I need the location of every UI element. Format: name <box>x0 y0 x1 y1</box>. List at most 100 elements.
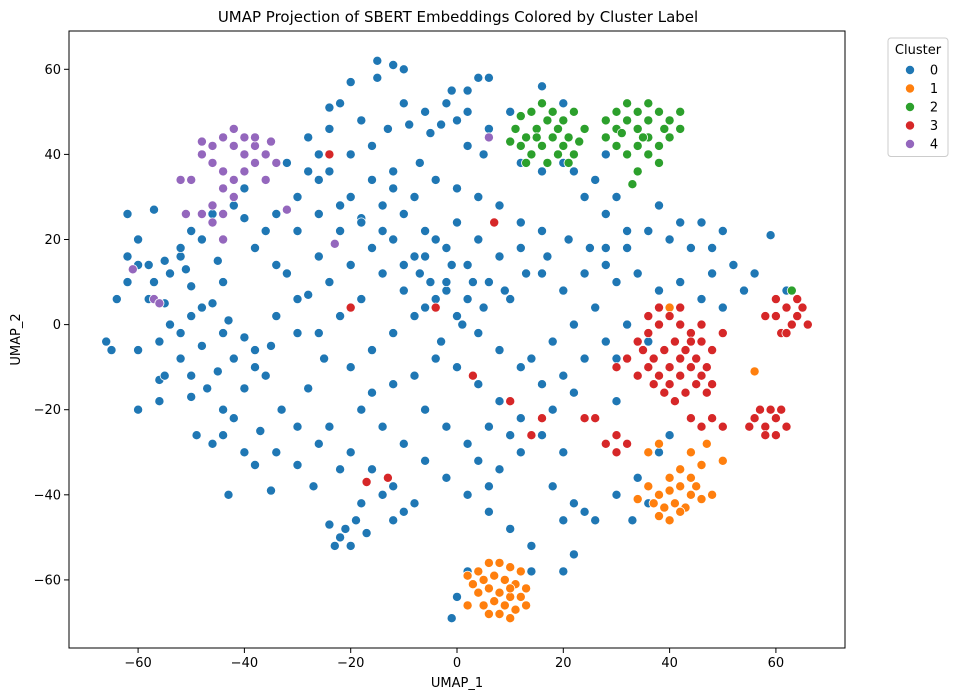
x-tick-label: 0 <box>453 656 461 671</box>
data-point <box>537 430 548 441</box>
data-point <box>622 115 633 126</box>
data-point <box>420 225 431 236</box>
data-point <box>164 268 175 279</box>
data-point <box>398 259 409 270</box>
y-axis-label: UMAP_2 <box>9 313 24 365</box>
data-point <box>755 404 766 415</box>
data-point <box>207 217 218 228</box>
data-point <box>675 481 686 492</box>
legend-title: Cluster <box>895 43 942 58</box>
data-point <box>212 366 223 377</box>
data-point <box>643 98 654 109</box>
data-point <box>483 277 494 288</box>
data-point <box>664 515 675 526</box>
data-point <box>664 234 675 245</box>
data-point <box>515 242 526 253</box>
data-point <box>414 157 425 168</box>
data-point <box>345 447 356 458</box>
data-point <box>159 255 170 266</box>
data-point <box>739 285 750 296</box>
data-point <box>398 208 409 219</box>
data-point <box>420 455 431 466</box>
data-point <box>638 132 649 143</box>
data-point <box>537 140 548 151</box>
data-point <box>377 421 388 432</box>
data-point <box>207 157 218 168</box>
data-point <box>398 285 409 296</box>
data-point <box>430 353 441 364</box>
data-point <box>350 515 361 526</box>
data-point <box>792 311 803 322</box>
data-point <box>473 328 484 339</box>
data-point <box>675 506 686 517</box>
data-point <box>218 404 229 415</box>
data-point <box>707 268 718 279</box>
data-point <box>483 481 494 492</box>
data-point <box>494 587 505 598</box>
data-point <box>590 515 601 526</box>
data-point <box>430 234 441 245</box>
data-point <box>462 259 473 270</box>
data-point <box>441 277 452 288</box>
data-point <box>664 379 675 390</box>
data-point <box>271 259 282 270</box>
data-point <box>749 268 760 279</box>
data-point <box>611 489 622 500</box>
data-point <box>515 413 526 424</box>
data-point <box>707 379 718 390</box>
data-point <box>483 609 494 620</box>
legend-label: 3 <box>930 119 938 134</box>
x-tick-label: 40 <box>661 656 678 671</box>
data-point <box>643 362 654 373</box>
data-point <box>409 311 420 322</box>
y-tick-label: 60 <box>44 63 61 78</box>
data-point <box>377 200 388 211</box>
data-point <box>611 191 622 202</box>
data-point <box>345 77 356 88</box>
data-point <box>547 481 558 492</box>
data-point <box>239 166 250 177</box>
data-point <box>489 217 500 228</box>
data-point <box>669 498 680 509</box>
data-point <box>515 566 526 577</box>
data-point <box>505 613 516 624</box>
data-point <box>388 379 399 390</box>
data-point <box>648 379 659 390</box>
data-point <box>356 217 367 228</box>
data-point <box>436 336 447 347</box>
data-point <box>499 285 510 296</box>
data-point <box>462 489 473 500</box>
data-point <box>345 362 356 373</box>
data-points-layer <box>101 55 813 624</box>
data-point <box>398 506 409 517</box>
data-point <box>510 604 521 615</box>
data-point <box>228 191 239 202</box>
data-point <box>611 362 622 373</box>
data-point <box>558 566 569 577</box>
data-point <box>473 566 484 577</box>
data-point <box>175 242 186 253</box>
data-point <box>579 268 590 279</box>
data-point <box>659 387 670 398</box>
data-point <box>473 379 484 390</box>
data-point <box>420 106 431 117</box>
data-point <box>388 166 399 177</box>
data-point <box>611 430 622 441</box>
data-point <box>159 370 170 381</box>
data-point <box>202 383 213 394</box>
data-point <box>547 106 558 117</box>
legend-label: 0 <box>930 64 938 79</box>
data-point <box>701 362 712 373</box>
data-point <box>398 98 409 109</box>
data-point <box>223 489 234 500</box>
data-point <box>133 345 144 356</box>
data-point <box>191 430 202 441</box>
data-point <box>335 200 346 211</box>
x-tick-label: 60 <box>768 656 785 671</box>
data-point <box>313 328 324 339</box>
data-point <box>249 242 260 253</box>
data-point <box>494 345 505 356</box>
data-point <box>436 119 447 130</box>
data-point <box>770 430 781 441</box>
data-point <box>388 515 399 526</box>
